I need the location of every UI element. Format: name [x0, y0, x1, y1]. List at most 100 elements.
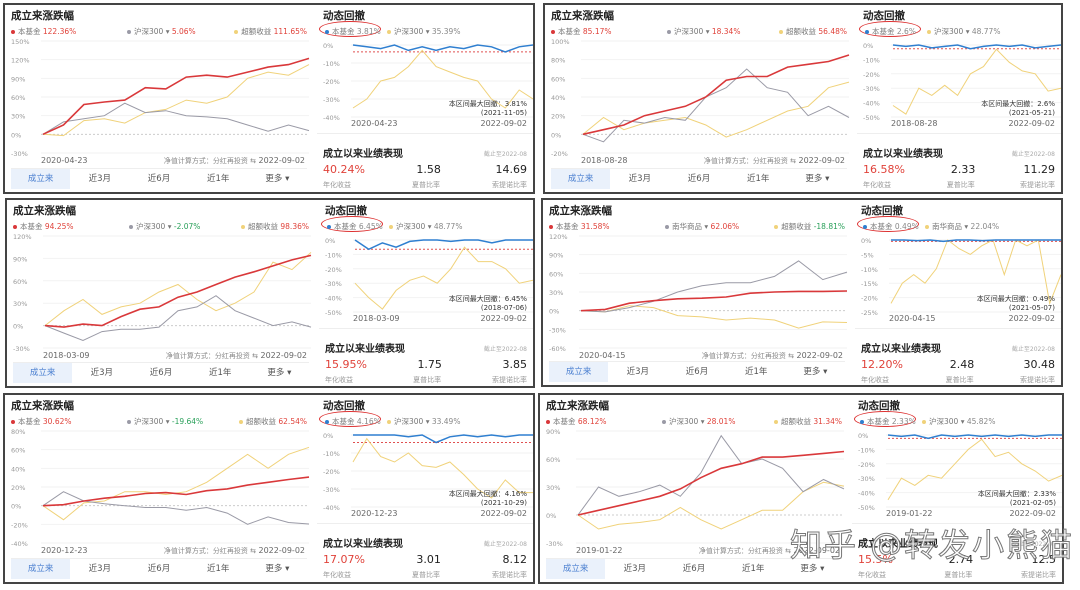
legend-label: 超额收益: [248, 222, 278, 231]
legend-dot-icon: [922, 420, 926, 424]
tab-period[interactable]: 近1年: [207, 174, 230, 184]
calc-method[interactable]: 净值计算方式：分红再投资 ⇆ 2022-09-02: [164, 156, 305, 166]
legend-excess[interactable]: 超额收益 31.34%: [774, 416, 842, 427]
tab-period[interactable]: 更多 ▾: [265, 564, 290, 574]
legend-excess[interactable]: 超额收益 111.65%: [234, 26, 307, 37]
excess-line: [577, 481, 845, 530]
tab-period[interactable]: 近1年: [742, 564, 765, 574]
tab-period[interactable]: 近1年: [745, 367, 768, 377]
legend-value: 31.58%: [580, 222, 610, 231]
dd-legend-fund[interactable]: 本基金 6.45%: [327, 221, 383, 232]
y-tick-label: -20%: [863, 71, 880, 79]
tab-period[interactable]: 近3月: [623, 564, 647, 574]
dd-legend-fund[interactable]: 本基金 4.16%: [325, 416, 381, 427]
dd-legend-fund[interactable]: 本基金 3.81%: [325, 26, 381, 37]
legend-fund[interactable]: 本基金 31.58%: [549, 221, 610, 232]
y-tick-label: 150%: [11, 38, 30, 46]
tab-period[interactable]: 更多 ▾: [267, 368, 292, 378]
max-drawdown-label: 本区间最大回撤：: [448, 100, 505, 108]
max-drawdown-label: 本区间最大回撤：: [976, 295, 1033, 303]
calc-method[interactable]: 净值计算方式：分红再投资 ⇆ 2022-09-02: [704, 156, 845, 166]
annual-return-label: 年化收益: [863, 181, 891, 189]
legend-label: 本基金: [332, 417, 355, 426]
tab-period[interactable]: 近3月: [626, 367, 650, 377]
dd-legend-benchmark[interactable]: 南华商品 ▾ 22.04%: [925, 221, 999, 232]
tab-period[interactable]: 近6月: [147, 564, 171, 574]
y-tick-label: -40%: [325, 295, 342, 303]
y-tick-label: -40%: [11, 540, 28, 548]
tab-period[interactable]: 近3月: [88, 564, 112, 574]
legend-excess[interactable]: 超额收益 56.48%: [779, 26, 847, 37]
max-drawdown-label: 本区间最大回撤：: [448, 490, 505, 498]
dd-legend-benchmark[interactable]: 沪深300 ▾ 48.77%: [927, 26, 1000, 37]
tab-period[interactable]: 近6月: [687, 174, 711, 184]
tab-period[interactable]: 更多 ▾: [803, 367, 828, 377]
dd-legend-fund[interactable]: 本基金 2.6%: [865, 26, 916, 37]
tab-period[interactable]: 近6月: [149, 368, 173, 378]
drawdown-section: 动态回撤 本基金 6.45% 沪深300 ▾ 48.77% 0% -10% -20% -30…: [319, 200, 533, 386]
tab-period[interactable]: 成立来: [551, 169, 611, 189]
fund-line: [44, 254, 312, 328]
return-section: 成立来涨跌幅 本基金 68.12% 沪深300 ▾ 28.01% 超额收益 31.34…: [540, 395, 848, 582]
legend-value: 62.54%: [278, 417, 307, 426]
tab-period[interactable]: 近3月: [628, 174, 652, 184]
dd-legend-fund[interactable]: 本基金 0.49%: [863, 221, 919, 232]
tab-period[interactable]: 更多 ▾: [800, 564, 825, 574]
calc-method[interactable]: 净值计算方式：分红再投资 ⇆ 2022-09-02: [166, 351, 307, 361]
dd-legend-fund[interactable]: 本基金 2.33%: [860, 416, 916, 427]
tab-period[interactable]: 近1年: [209, 368, 232, 378]
benchmark-line: [577, 434, 845, 516]
tab-period[interactable]: 近6月: [685, 367, 709, 377]
tab-period[interactable]: 成立来: [11, 169, 71, 189]
legend-benchmark[interactable]: 沪深300 ▾ 5.06%: [127, 26, 196, 37]
tab-period[interactable]: 近3月: [88, 174, 112, 184]
return-title: 成立来涨跌幅: [13, 205, 76, 217]
tab-period[interactable]: 更多 ▾: [265, 174, 290, 184]
tab-period[interactable]: 成立来: [546, 559, 606, 579]
legend-fund[interactable]: 本基金 94.25%: [13, 221, 74, 232]
calc-method[interactable]: 净值计算方式：分红再投资 ⇆ 2022-09-02: [702, 351, 843, 361]
legend-benchmark[interactable]: 沪深300 ▾ -2.07%: [129, 221, 200, 232]
highlight-ellipse: [854, 411, 916, 427]
legend-benchmark[interactable]: 沪深300 ▾ 28.01%: [662, 416, 735, 427]
tab-period[interactable]: 更多 ▾: [805, 174, 830, 184]
legend-benchmark[interactable]: 沪深300 ▾ 18.34%: [667, 26, 740, 37]
legend-fund[interactable]: 本基金 68.12%: [546, 416, 607, 427]
tab-period[interactable]: 近1年: [747, 174, 770, 184]
tab-period[interactable]: 近1年: [207, 564, 230, 574]
legend-benchmark[interactable]: 沪深300 ▾ -19.64%: [127, 416, 203, 427]
legend-excess[interactable]: 超额收益 -18.81%: [774, 221, 845, 232]
dd-legend-benchmark[interactable]: 沪深300 ▾ 48.77%: [389, 221, 462, 232]
legend-label: 南华商品 ▾: [932, 222, 969, 231]
legend-label: 本基金: [556, 222, 579, 231]
tab-period[interactable]: 近6月: [682, 564, 706, 574]
tab-period[interactable]: 近6月: [147, 174, 171, 184]
max-drawdown-date: (2021-05-07): [1008, 304, 1055, 312]
legend-fund[interactable]: 本基金 122.36%: [11, 26, 76, 37]
dd-legend-benchmark[interactable]: 沪深300 ▾ 45.82%: [922, 416, 995, 427]
tab-period[interactable]: 成立来: [13, 363, 73, 383]
dd-legend-benchmark[interactable]: 沪深300 ▾ 33.49%: [387, 416, 460, 427]
dd-start-date: 2018-03-09: [353, 314, 400, 323]
fund-drawdown-line: [354, 239, 533, 251]
y-tick-label: -50%: [863, 114, 880, 122]
tab-period[interactable]: 成立来: [549, 362, 609, 382]
y-tick-label: -40%: [323, 114, 340, 122]
sortino-label: 索提诺比率: [1020, 181, 1055, 189]
benchmark-line: [44, 295, 312, 342]
tab-period[interactable]: 近3月: [90, 368, 114, 378]
calc-method[interactable]: 净值计算方式：分红再投资 ⇆ 2022-09-02: [699, 546, 840, 556]
tab-period[interactable]: 成立来: [11, 559, 71, 579]
legend-fund[interactable]: 本基金 85.17%: [551, 26, 612, 37]
dd-end-date: 2022-09-02: [480, 509, 528, 518]
return-chart: 120% 90% 60% 30% 0% -30%: [13, 233, 312, 353]
drawdown-chart: 0% -5% -10% -15% -20% -25%: [861, 237, 1061, 317]
legend-benchmark[interactable]: 南华商品 ▾ 62.06%: [665, 221, 739, 232]
legend-fund[interactable]: 本基金 30.62%: [11, 416, 72, 427]
y-tick-label: 0%: [546, 512, 556, 520]
dd-legend-benchmark[interactable]: 沪深300 ▾ 35.39%: [387, 26, 460, 37]
return-title: 成立来涨跌幅: [546, 400, 609, 412]
calc-method[interactable]: 净值计算方式：分红再投资 ⇆ 2022-09-02: [164, 546, 305, 556]
legend-excess[interactable]: 超额收益 98.36%: [241, 221, 309, 232]
legend-excess[interactable]: 超额收益 62.54%: [239, 416, 307, 427]
